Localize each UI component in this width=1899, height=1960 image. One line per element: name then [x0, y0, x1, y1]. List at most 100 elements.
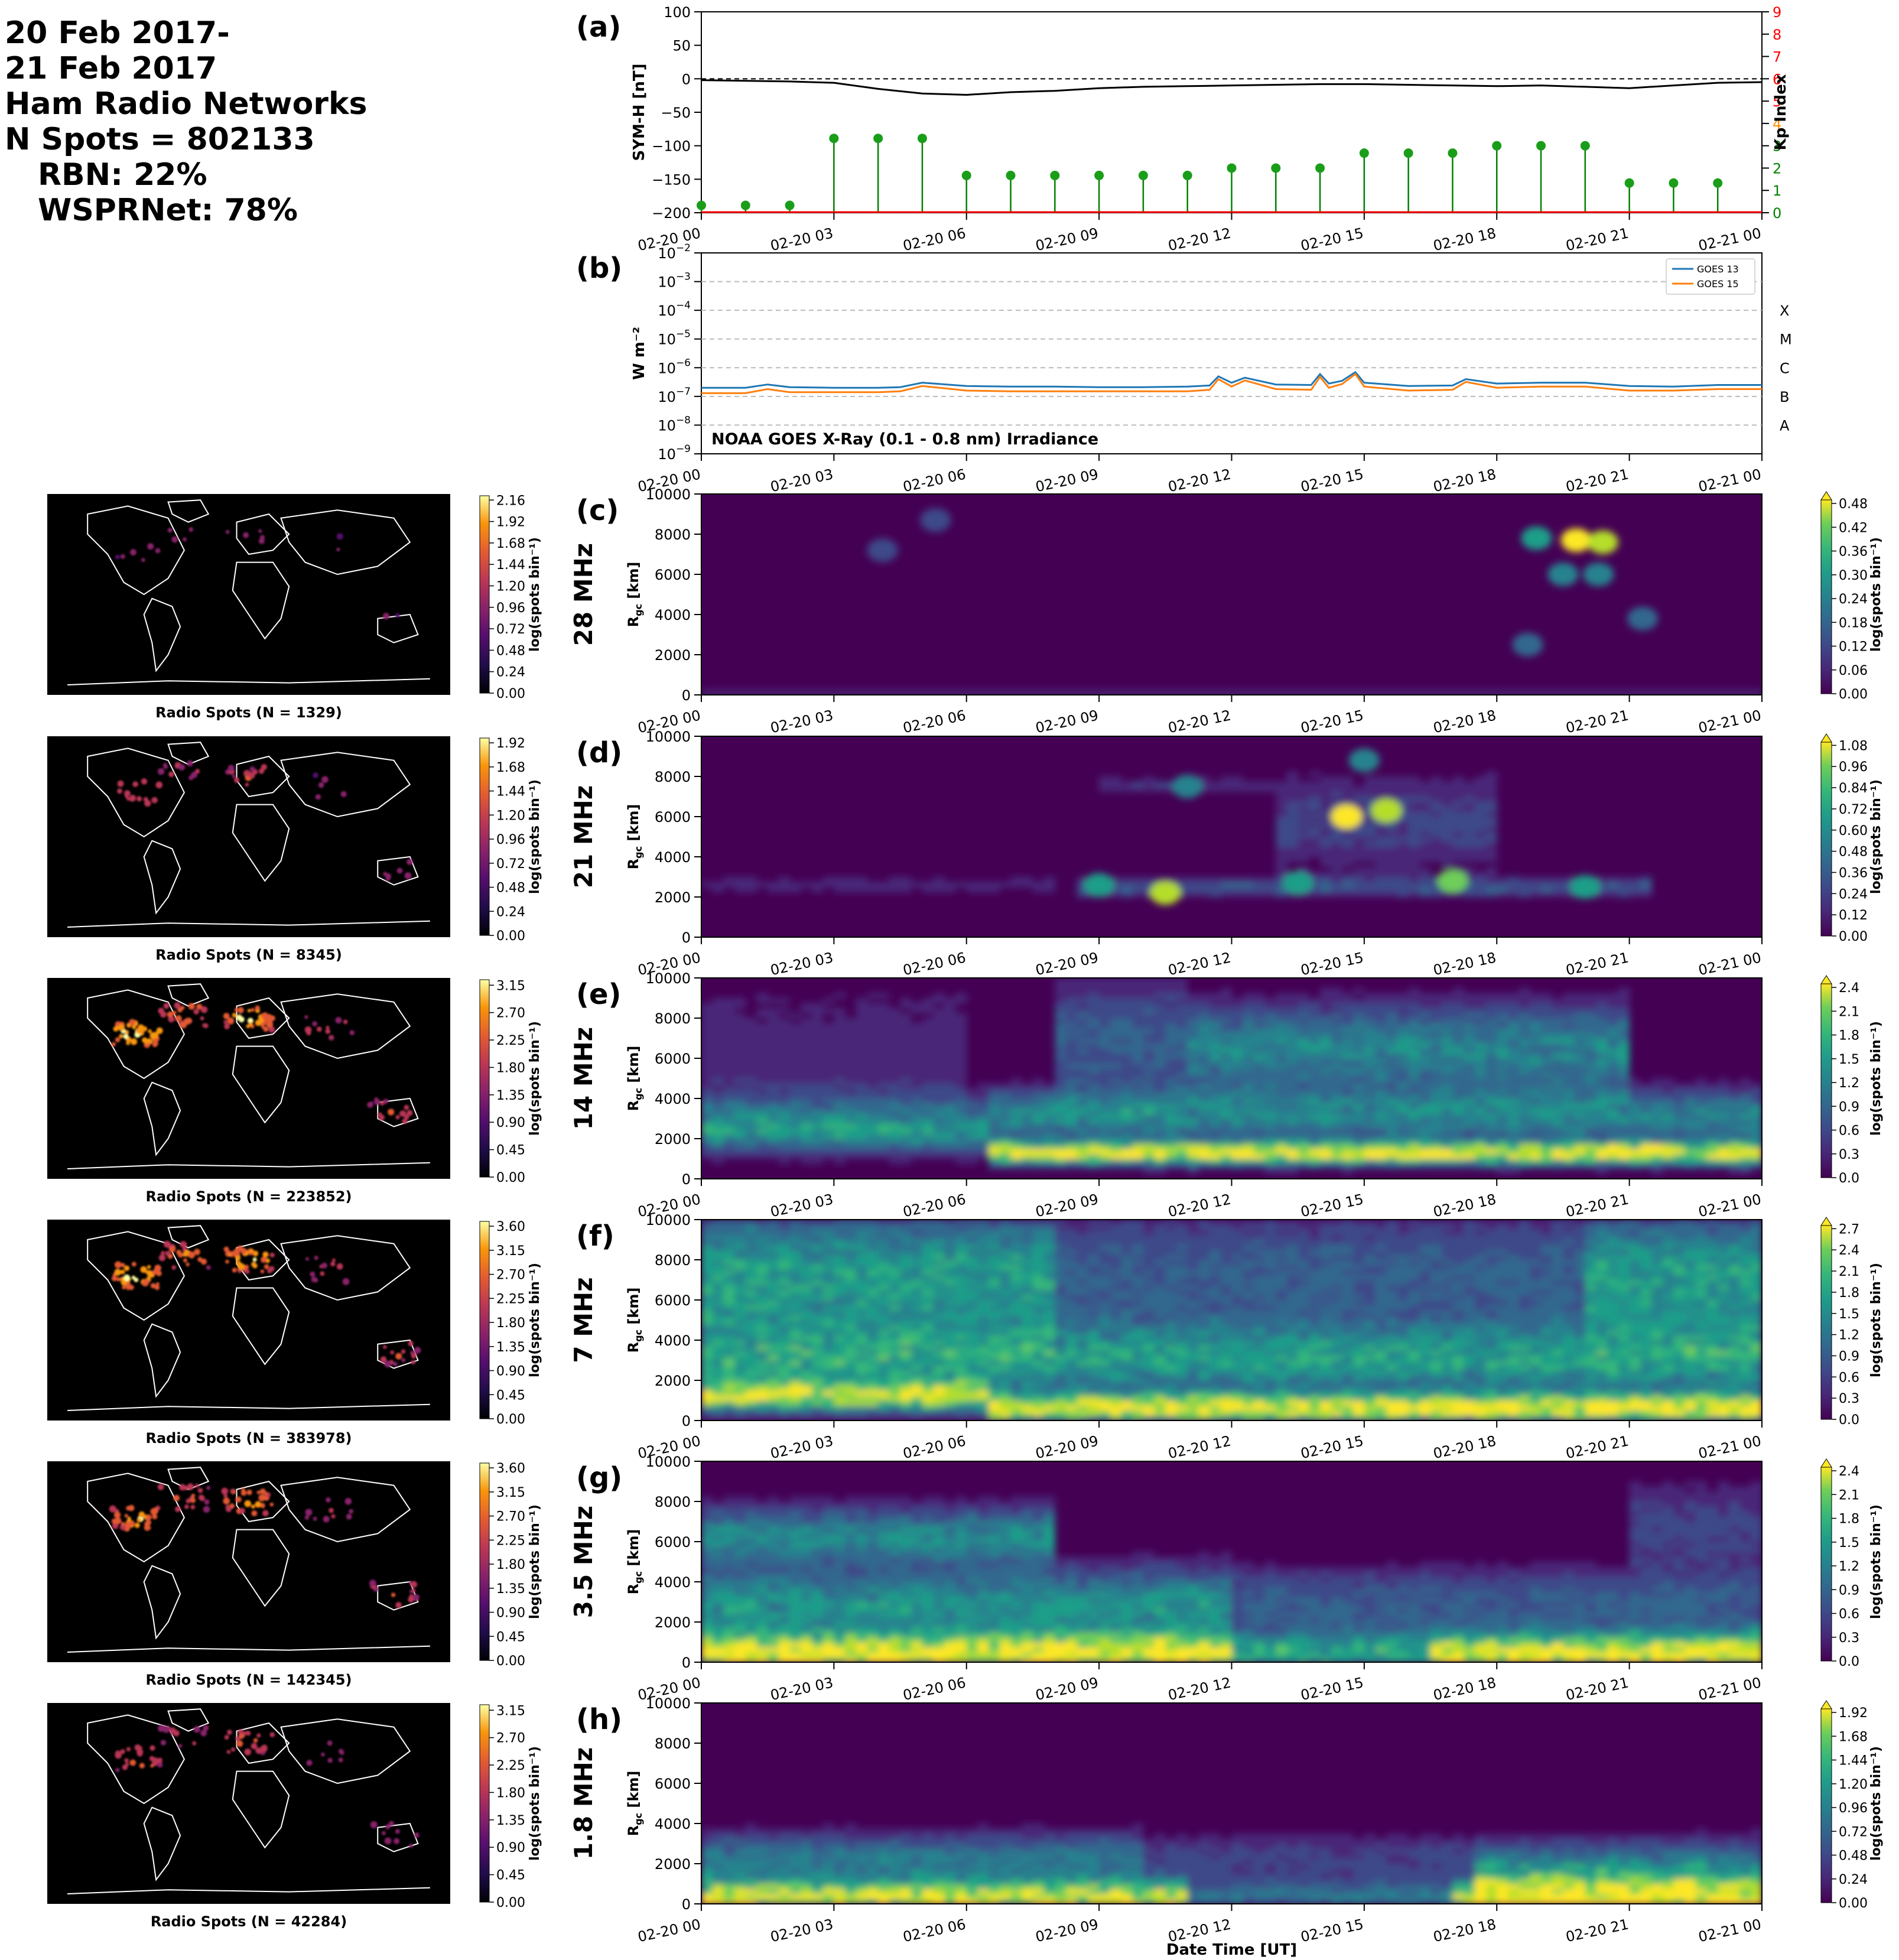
heatmap-cell [1121, 892, 1133, 898]
heatmap-cell [734, 1083, 746, 1089]
heatmap-cell [768, 1088, 779, 1094]
heatmap-cell [1043, 1083, 1055, 1089]
spot-cluster-point [404, 872, 412, 880]
heatmap-cell [822, 1305, 834, 1311]
heatmap-cell [1541, 1043, 1553, 1049]
heatmap-cell [723, 1280, 735, 1285]
heatmap-cell [745, 1320, 757, 1325]
heatmap-cell [822, 1350, 834, 1356]
heatmap-cell [1507, 1073, 1520, 1079]
heatmap-cell [1474, 821, 1487, 827]
heatmap-cell [1497, 877, 1508, 882]
heatmap-cell [900, 882, 912, 888]
heatmap-cell [1353, 1038, 1365, 1044]
panel-a-ytick-label: 100 [664, 4, 691, 21]
heatmap-cell [1276, 791, 1287, 797]
heatmap-cell [1718, 1109, 1729, 1114]
heatmap-cell [1220, 1033, 1232, 1039]
kp-point [1271, 163, 1281, 173]
heatmap-cell [834, 1240, 846, 1245]
heatmap-cell [801, 1270, 812, 1275]
heatmap-cell [701, 1370, 713, 1376]
spot-cluster-point [315, 794, 321, 800]
spot-cluster-point [232, 1012, 237, 1018]
heatmap-cell [1331, 1119, 1342, 1124]
heatmap-cell [801, 882, 812, 888]
heatmap-cell [822, 1275, 834, 1280]
heatmap-cell [1497, 1078, 1508, 1084]
heatmap-cell [900, 1073, 912, 1079]
heatmap-cell [1507, 1129, 1520, 1134]
heatmap-cell [1286, 827, 1299, 832]
heatmap-cell [1231, 1133, 1243, 1139]
heatmap-cell [1154, 1133, 1166, 1139]
heatmap-cell [1474, 827, 1487, 832]
legend-box [1666, 258, 1755, 295]
heatmap-cell [822, 1295, 834, 1301]
heatmap-cell [1331, 867, 1342, 872]
heatmap-cell [1563, 1123, 1575, 1129]
heatmap-cell [734, 1365, 746, 1371]
heatmap-cell [1419, 1008, 1431, 1013]
heatmap-cell [778, 1295, 791, 1301]
heatmap-cell [1728, 1098, 1741, 1104]
heatmap-cell [1276, 1018, 1287, 1023]
heatmap-cell [900, 1149, 912, 1154]
heatmap-cell [878, 1038, 890, 1044]
heatmap-cell [701, 1073, 713, 1079]
heatmap-cell [723, 1023, 735, 1029]
heatmap-cell [801, 1063, 812, 1069]
heatmap-cell [1276, 847, 1287, 852]
heatmap-cell [1243, 1063, 1254, 1069]
heatmap-cell [845, 1230, 857, 1235]
heatmap-cell [1430, 811, 1442, 817]
heatmap-cell [933, 1073, 945, 1079]
heatmap-cell [1055, 1063, 1066, 1069]
heatmap-cell [756, 1098, 768, 1104]
heatmap-cell [745, 1018, 757, 1023]
heatmap-cell [922, 1119, 934, 1124]
heatmap-cell [1408, 1023, 1420, 1029]
heatmap-cell [1485, 1139, 1497, 1144]
heatmap-cell [1209, 1088, 1221, 1094]
spot-cluster-point [202, 1023, 206, 1028]
heatmap-cell [712, 1400, 724, 1406]
heatmap-cell [1563, 1119, 1575, 1124]
heatmap-cell [1055, 1113, 1066, 1119]
heatmap-cell [1651, 1143, 1663, 1149]
heatmap-cell [822, 1123, 834, 1129]
heatmap-cell [911, 1003, 923, 1009]
heatmap-cell [1253, 1028, 1266, 1033]
heatmap-cell [1408, 1133, 1420, 1139]
heatmap-cell [1563, 1093, 1575, 1099]
heatmap-cell [1452, 1063, 1464, 1069]
heatmap-cell [1618, 1119, 1630, 1124]
heatmap-cell [1629, 892, 1641, 898]
heatmap-cell [1286, 851, 1299, 857]
heatmap-cell [1695, 1098, 1708, 1104]
spot-cluster-point [163, 764, 168, 769]
heatmap-cell [822, 1240, 834, 1245]
heatmap-cell [933, 887, 945, 892]
spot-cluster-point [227, 1017, 235, 1025]
panel-b-ytick-label: 10−9 [658, 443, 691, 463]
heatmap-cell [856, 1063, 867, 1069]
heatmap-cell [1375, 1098, 1387, 1104]
heatmap-cell [1618, 1163, 1630, 1169]
heatmap-cell [1320, 872, 1332, 877]
heatmap-cell [1353, 1078, 1365, 1084]
kp-ytick-label: 1 [1773, 183, 1781, 199]
heatmap-cell [867, 690, 879, 695]
heatmap-cell [1485, 821, 1497, 827]
heatmap-cell [834, 1375, 846, 1381]
heatmap-cell [789, 1053, 801, 1059]
heatmap-cell [999, 1083, 1012, 1089]
heatmap-cell [1464, 1149, 1475, 1154]
heatmap-cell [1585, 1023, 1597, 1029]
heatmap-cell [834, 1315, 846, 1321]
heatmap-cell [1464, 1048, 1475, 1054]
heatmap-cell [834, 1250, 846, 1255]
heatmap-cell [1364, 1133, 1376, 1139]
heatmap-cell [1507, 1103, 1520, 1109]
heatmap-cell [756, 1405, 768, 1411]
